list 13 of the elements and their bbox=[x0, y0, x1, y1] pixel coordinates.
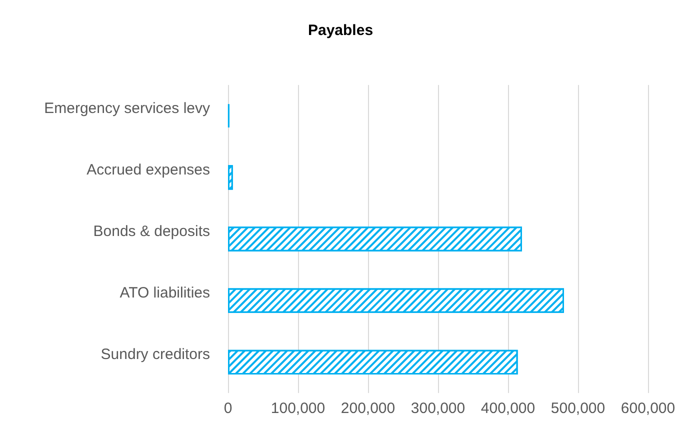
x-tick-label: 100,000 bbox=[270, 400, 326, 417]
x-tick-label: 300,000 bbox=[410, 400, 466, 417]
x-tick-label: 500,000 bbox=[550, 400, 606, 417]
y-tick-label: Bonds & deposits bbox=[93, 223, 210, 240]
x-tick-label: 400,000 bbox=[480, 400, 536, 417]
chart-title: Payables bbox=[308, 22, 374, 39]
x-tick-label: 200,000 bbox=[340, 400, 396, 417]
y-tick-label: Emergency services levy bbox=[44, 100, 210, 117]
x-tick-label: 0 bbox=[224, 400, 232, 417]
y-tick-label: Accrued expenses bbox=[86, 161, 210, 178]
x-tick-label: 600,000 bbox=[620, 400, 676, 417]
y-tick-label: Sundry creditors bbox=[100, 346, 210, 364]
y-tick-label: ATO liabilities bbox=[120, 284, 210, 302]
